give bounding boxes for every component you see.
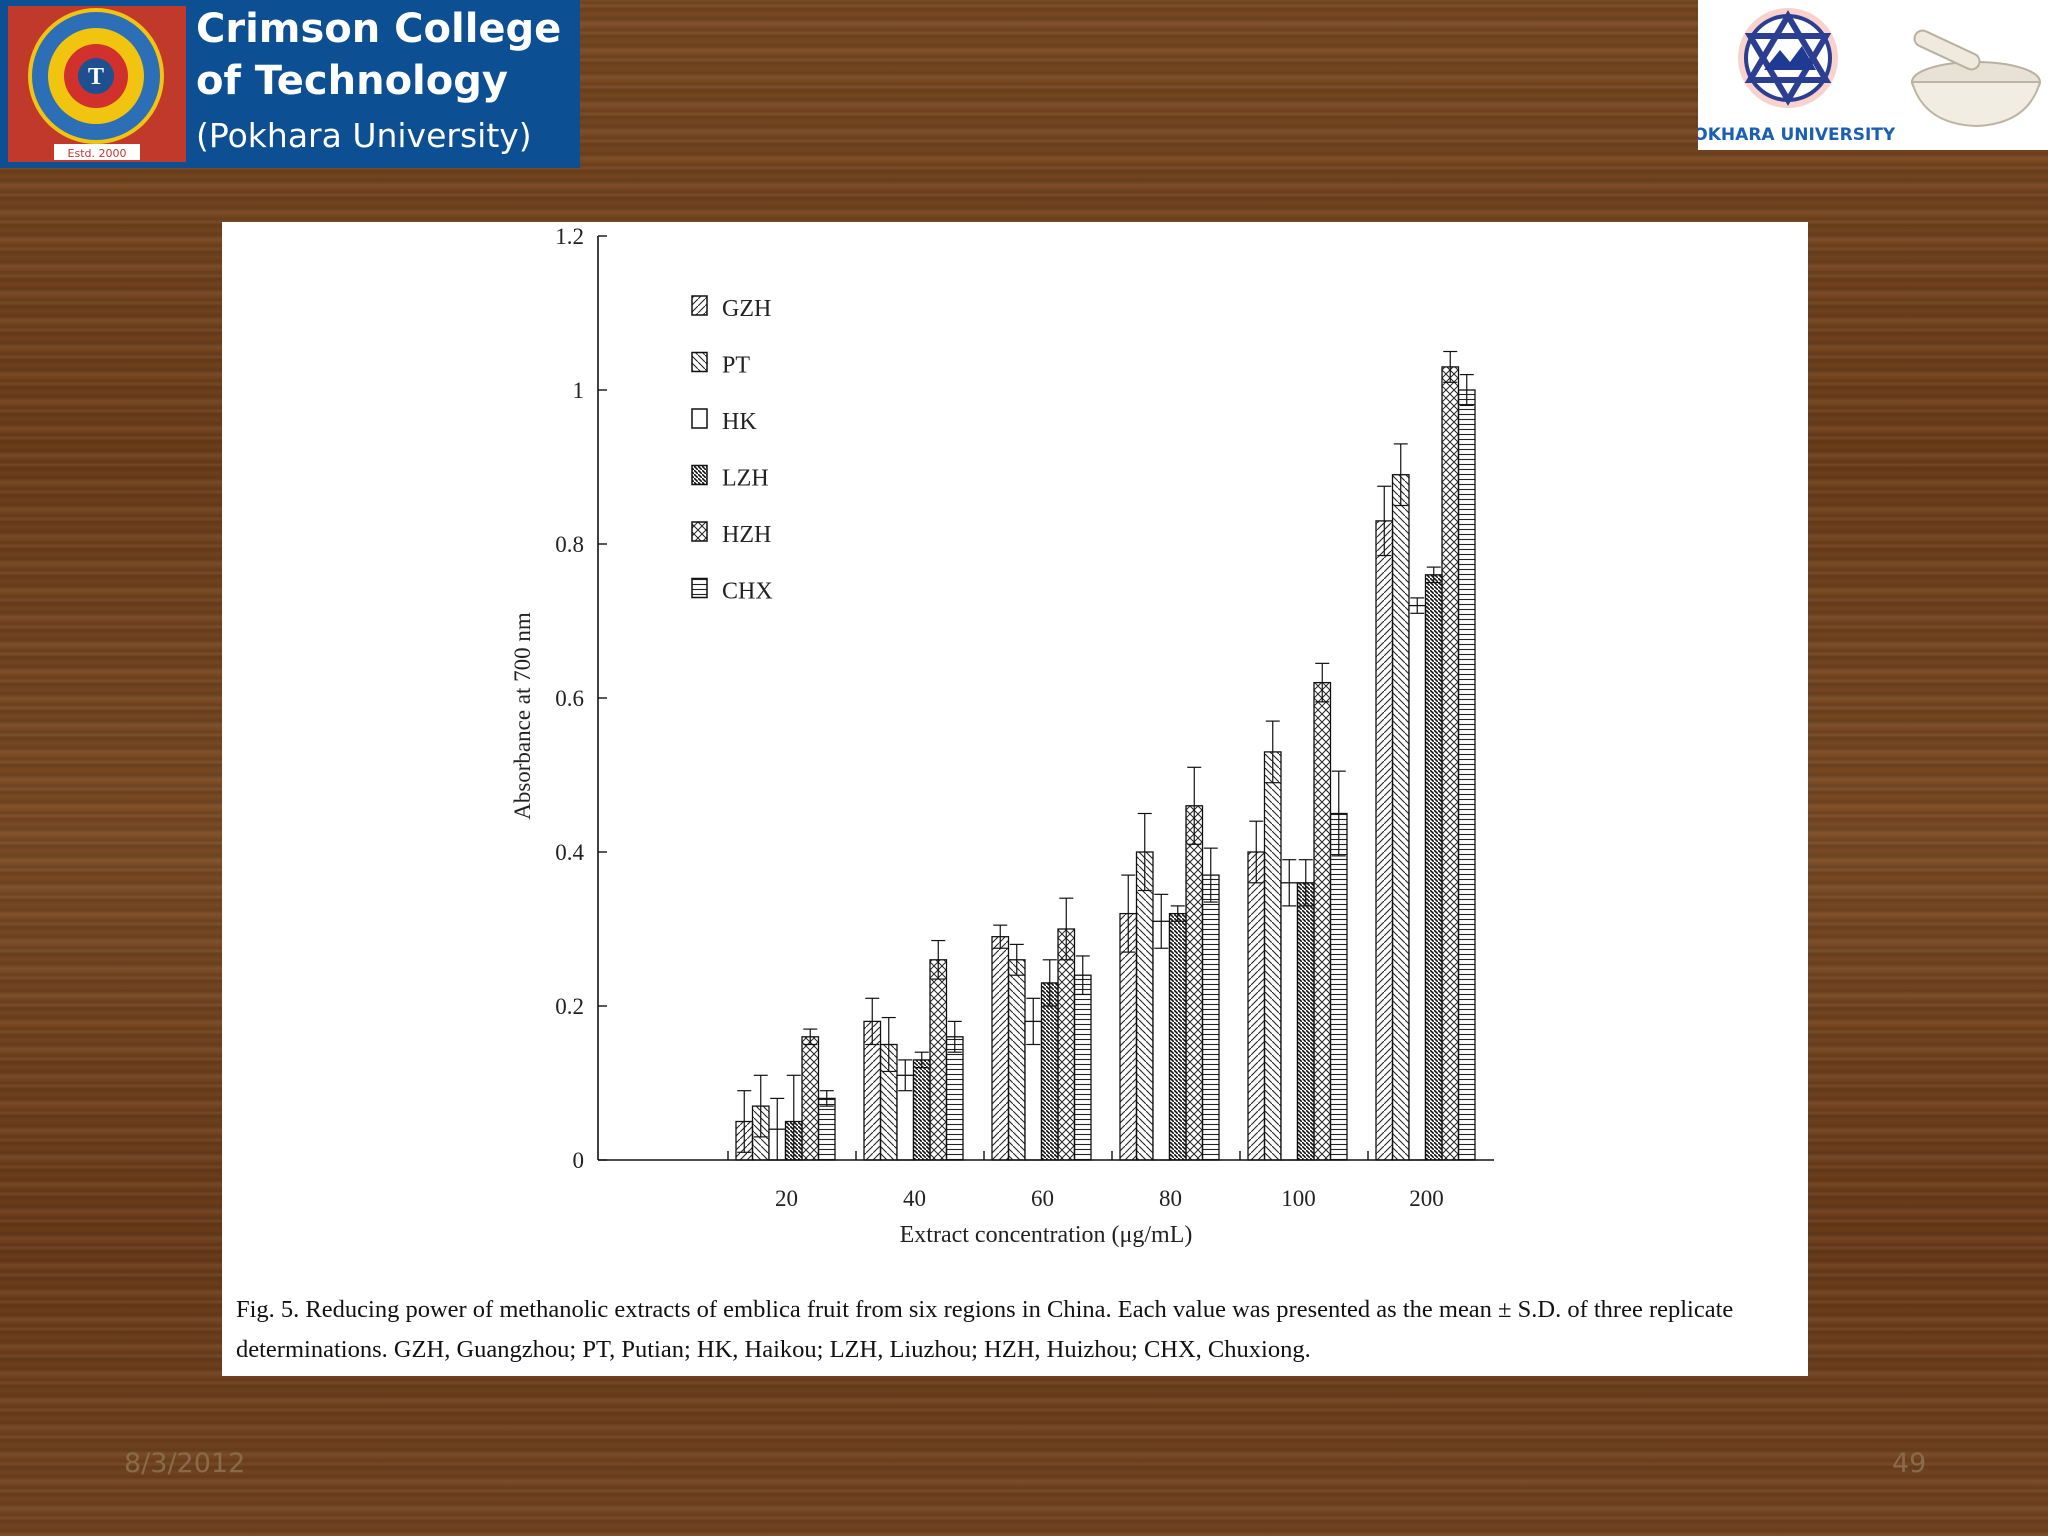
x-tick-label: 100	[1281, 1186, 1316, 1211]
y-tick-label: 0.6	[555, 686, 584, 711]
bar-chx-80	[1201, 874, 1220, 1161]
mortar-pestle-icon	[1910, 29, 2042, 128]
y-tick-label: 0.8	[555, 532, 584, 557]
y-tick-label: 0.2	[555, 994, 584, 1019]
bar-lzh-40	[912, 1059, 931, 1161]
y-tick-label: 0	[573, 1148, 585, 1173]
legend-swatch-hk	[691, 408, 708, 429]
bar-chx-20	[817, 1097, 836, 1161]
bar-chx-40	[945, 1036, 964, 1161]
partner-label: POKHARA UNIVERSITY	[1698, 125, 1896, 145]
bar-hzh-80	[1185, 805, 1204, 1161]
college-logo-banner: T Estd. 2000 Crimson College of Technolo…	[0, 0, 580, 168]
bar-gzh-100	[1247, 851, 1266, 1161]
y-tick-label: 0.4	[555, 840, 584, 865]
legend-swatch-chx	[691, 577, 708, 599]
bar-lzh-100	[1296, 882, 1315, 1161]
bar-chx-60	[1073, 974, 1092, 1161]
y-tick-label: 1	[573, 378, 585, 403]
legend-swatch-hzh	[691, 521, 708, 542]
bar-gzh-200	[1375, 520, 1394, 1161]
legend-label-hzh: HZH	[722, 522, 771, 548]
x-tick-label: 20	[775, 1186, 798, 1211]
bar-hzh-40	[929, 959, 948, 1161]
x-axis-label: Extract concentration (μg/mL)	[900, 1222, 1193, 1248]
bar-hzh-200	[1441, 366, 1460, 1161]
svg-text:T: T	[88, 64, 104, 90]
bar-pt-100	[1263, 751, 1282, 1161]
college-name-line-2: of Technology	[196, 58, 508, 104]
legend-label-gzh: GZH	[722, 296, 771, 322]
bar-hzh-20	[801, 1036, 820, 1161]
bar-hzh-60	[1057, 928, 1076, 1161]
figure-caption: Fig. 5. Reducing power of methanolic ext…	[236, 1296, 1734, 1363]
y-tick-label: 1.2	[555, 224, 584, 249]
bar-lzh-200	[1424, 574, 1443, 1161]
bar-lzh-60	[1040, 982, 1059, 1161]
bar-pt-200	[1391, 474, 1410, 1161]
college-name-line-3: (Pokhara University)	[196, 116, 532, 155]
college-seal-icon: T Estd. 2000	[8, 6, 186, 162]
x-tick-label: 60	[1031, 1186, 1054, 1211]
legend-swatch-pt	[691, 351, 708, 373]
bar-hk-200	[1408, 604, 1427, 1161]
legend-label-hk: HK	[722, 409, 757, 435]
bar-hzh-100	[1313, 681, 1332, 1161]
footer-date: 8/3/2012	[124, 1448, 246, 1479]
legend-label-pt: PT	[722, 353, 750, 379]
x-tick-label: 80	[1159, 1186, 1182, 1211]
x-tick-label: 40	[903, 1186, 926, 1211]
bar-chx-100	[1329, 812, 1348, 1161]
figure-panel: 0 0.2 0.4 0.6 0.8 1 1.2 20 40 60 80 100 200 GZH PT HK L…	[222, 222, 1808, 1376]
college-name-line-1: Crimson College	[196, 6, 562, 52]
y-axis-label: Absorbance at 700 nm	[510, 612, 535, 820]
legend-label-chx: CHX	[722, 579, 773, 605]
bar-lzh-80	[1168, 912, 1187, 1161]
bar-pt-80	[1135, 851, 1154, 1161]
bar-chart: 0 0.2 0.4 0.6 0.8 1 1.2 20 40 60 80 100 200 GZH PT HK L…	[510, 224, 1494, 1248]
bar-hk-80	[1152, 920, 1171, 1161]
university-logo-banner: POKHARA UNIVERSITY	[1681, 0, 2048, 150]
pokhara-university-emblem-icon: POKHARA UNIVERSITY	[1681, 8, 2042, 145]
bar-gzh-60	[991, 936, 1010, 1161]
seal-text: Estd. 2000	[68, 147, 127, 160]
footer-page-number: 49	[1892, 1448, 1927, 1479]
bar-chx-200	[1457, 389, 1476, 1161]
legend-swatch-gzh	[691, 295, 708, 316]
bar-pt-60	[1007, 959, 1026, 1161]
bar-hk-100	[1280, 882, 1299, 1161]
x-tick-label: 200	[1409, 1186, 1444, 1211]
legend-swatch-lzh	[691, 464, 708, 486]
legend-label-lzh: LZH	[722, 466, 769, 492]
